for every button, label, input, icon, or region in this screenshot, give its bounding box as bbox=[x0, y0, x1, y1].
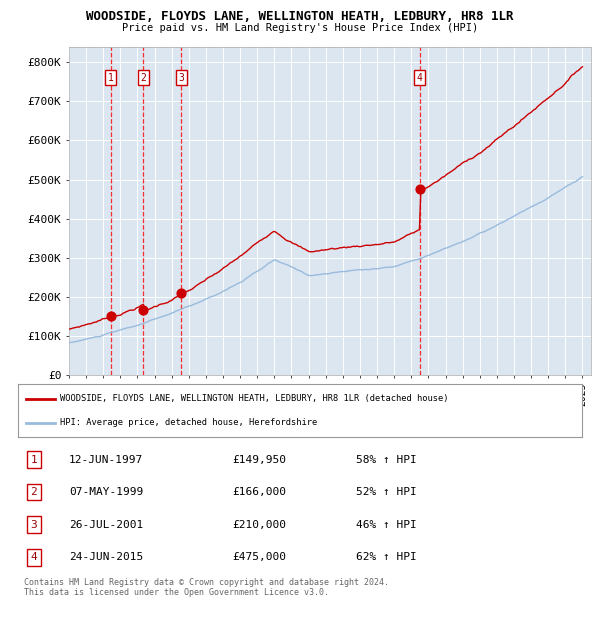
Point bbox=[106, 311, 116, 321]
Text: 46% ↑ HPI: 46% ↑ HPI bbox=[356, 520, 417, 529]
Text: 1: 1 bbox=[108, 73, 113, 82]
Text: 3: 3 bbox=[31, 520, 37, 529]
Text: WOODSIDE, FLOYDS LANE, WELLINGTON HEATH, LEDBURY, HR8 1LR: WOODSIDE, FLOYDS LANE, WELLINGTON HEATH,… bbox=[86, 10, 514, 23]
Text: 24-JUN-2015: 24-JUN-2015 bbox=[69, 552, 143, 562]
Text: 52% ↑ HPI: 52% ↑ HPI bbox=[356, 487, 417, 497]
Text: 3: 3 bbox=[179, 73, 184, 82]
Text: £210,000: £210,000 bbox=[232, 520, 286, 529]
Text: Contains HM Land Registry data © Crown copyright and database right 2024.
This d: Contains HM Land Registry data © Crown c… bbox=[24, 578, 389, 597]
Text: £166,000: £166,000 bbox=[232, 487, 286, 497]
Text: Price paid vs. HM Land Registry's House Price Index (HPI): Price paid vs. HM Land Registry's House … bbox=[122, 23, 478, 33]
Text: 26-JUL-2001: 26-JUL-2001 bbox=[69, 520, 143, 529]
Point bbox=[139, 305, 148, 315]
Point bbox=[415, 184, 424, 194]
Text: 2: 2 bbox=[140, 73, 146, 82]
Text: 1: 1 bbox=[31, 454, 37, 464]
Text: 62% ↑ HPI: 62% ↑ HPI bbox=[356, 552, 417, 562]
Text: £149,950: £149,950 bbox=[232, 454, 286, 464]
Text: £475,000: £475,000 bbox=[232, 552, 286, 562]
Text: 4: 4 bbox=[31, 552, 37, 562]
Text: 58% ↑ HPI: 58% ↑ HPI bbox=[356, 454, 417, 464]
Text: 12-JUN-1997: 12-JUN-1997 bbox=[69, 454, 143, 464]
Text: 2: 2 bbox=[31, 487, 37, 497]
Text: HPI: Average price, detached house, Herefordshire: HPI: Average price, detached house, Here… bbox=[60, 418, 317, 427]
Text: WOODSIDE, FLOYDS LANE, WELLINGTON HEATH, LEDBURY, HR8 1LR (detached house): WOODSIDE, FLOYDS LANE, WELLINGTON HEATH,… bbox=[60, 394, 449, 403]
Text: 07-MAY-1999: 07-MAY-1999 bbox=[69, 487, 143, 497]
Point bbox=[176, 288, 186, 298]
Text: 4: 4 bbox=[416, 73, 422, 82]
